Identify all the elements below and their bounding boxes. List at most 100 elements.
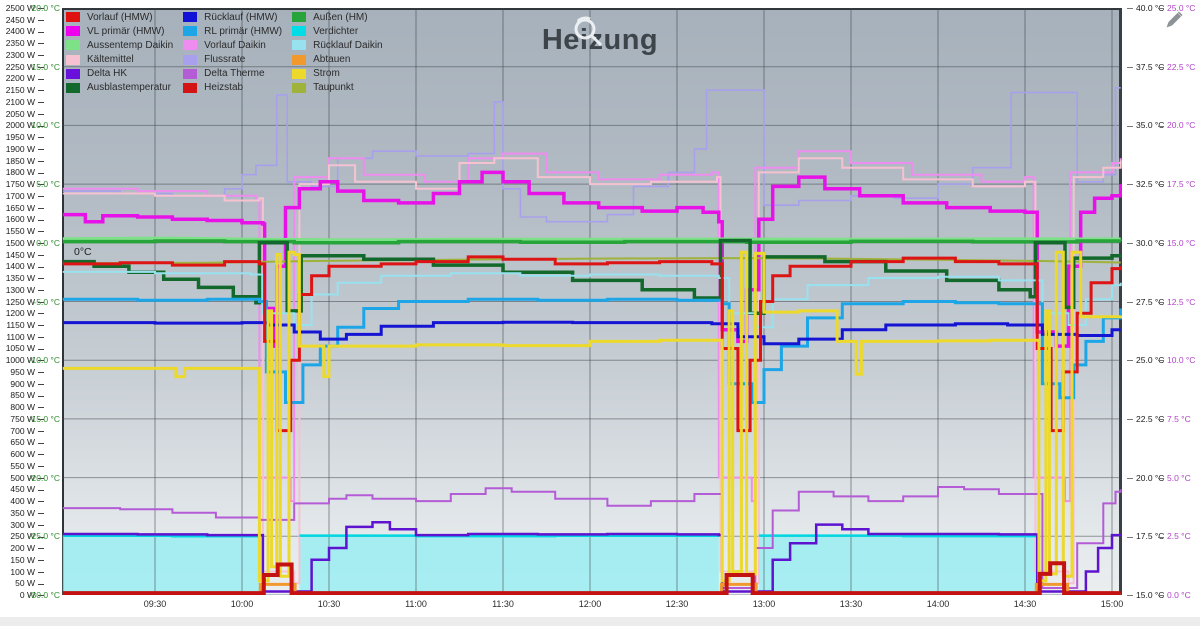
legend-column: Rücklauf (HMW) RL primär (HMW) Vorlauf Dai… (183, 12, 282, 93)
axis-left-watt-label: 1450 W (4, 250, 44, 260)
axis-left-temp-label: -15.0 °C (28, 413, 60, 424)
chart-canvas (62, 8, 1122, 595)
axis-left-temp-label: -25.0 °C (28, 531, 60, 542)
series-area-verdichter (758, 535, 1038, 595)
chart-series (62, 87, 1122, 595)
axis-left-temp-label: 0.0 °C (36, 237, 60, 248)
legend-item[interactable]: VL primär (HMW) (66, 26, 173, 37)
axis-left-watt-label: 0 W (4, 590, 44, 600)
legend-item[interactable]: Heizstab (183, 82, 282, 93)
axis-left-watt-label: 1900 W (4, 144, 44, 154)
axis-right-temp1-label: 37.5 °C (1127, 62, 1164, 72)
legend-label: Strom (313, 68, 340, 80)
axis-x-time-label: 15:00 (1100, 599, 1124, 609)
legend-label: Taupunkt (313, 82, 354, 94)
axis-left-watt-label: 2100 W (4, 97, 44, 107)
legend-label: RL primär (HMW) (204, 25, 283, 37)
legend-item[interactable]: Kältemittel (66, 54, 173, 65)
axis-right-temp1-label: 40.0 °C (1127, 3, 1164, 13)
legend-swatch (183, 82, 198, 93)
axis-left-watt-label: 1750 W (4, 179, 44, 189)
axis-left-watt-label: 2050 W (4, 109, 44, 119)
axis-left-temp-label: 20.0 °C (31, 3, 60, 13)
axis-left-temp-label: 15.0 °C (31, 61, 60, 72)
legend-swatch (292, 40, 307, 51)
axis-left-watt-label: 1500 W (4, 238, 44, 248)
series-line-rl_primaer (62, 297, 1122, 404)
series-line-abtauen (62, 582, 1121, 595)
axis-left-temp-label: -20.0 °C (28, 472, 60, 483)
legend-item[interactable]: Außen (HM) (292, 12, 382, 23)
chart-plot-area[interactable] (62, 8, 1122, 595)
axis-right-temp1-label: 32.5 °C (1127, 179, 1164, 189)
legend-swatch (183, 40, 198, 51)
legend-item[interactable]: Aussentemp Daikin (66, 40, 173, 51)
axis-right-temp2-label: 5.0 °C (1158, 473, 1191, 483)
legend-label: Flussrate (204, 54, 246, 66)
legend-item[interactable]: Rücklauf Daikin (292, 40, 383, 51)
axis-left-watt-label: 500 W (4, 473, 44, 483)
legend-item[interactable]: RL primär (HMW) (183, 26, 282, 37)
series-line-ausblastemperatur (62, 238, 1122, 315)
legend-label: Außen (HM) (313, 11, 368, 23)
legend-item[interactable]: Delta HK (66, 68, 173, 79)
zoom-reset-icon[interactable] (568, 12, 608, 52)
axis-left-temp-label: -5.0 °C (33, 296, 60, 307)
series-area-verdichter (299, 535, 719, 595)
legend-item[interactable]: Flussrate (183, 54, 282, 65)
axis-left-watt-label: 800 W (4, 402, 44, 412)
series-line-aussen_hm (62, 239, 1122, 245)
axis-left-watt-label: 400 W (4, 496, 44, 506)
axis-left-watt-label: 2450 W (4, 15, 44, 25)
legend-swatch (292, 68, 307, 79)
axis-left-watt-label: 1000 W (4, 355, 44, 365)
legend-item[interactable]: Vorlauf (HMW) (66, 12, 173, 23)
axis-right-temp1-label: 25.0 °C (1127, 355, 1164, 365)
axis-left-watt-label: 550 W (4, 461, 44, 471)
legend-item[interactable]: Rücklauf (HMW) (183, 12, 282, 23)
axis-right-temp2-label: 12.5 °C (1158, 297, 1195, 307)
legend-item[interactable]: Strom (292, 68, 382, 79)
axis-right-temp1-label: 27.5 °C (1127, 297, 1164, 307)
axis-left-watt-label: 200 W (4, 543, 44, 553)
legend-item[interactable]: Delta Therme (183, 68, 282, 79)
legend-item[interactable]: Verdichter (292, 26, 382, 37)
axis-right-temp1-label: 20.0 °C (1127, 473, 1164, 483)
axis-left-watt-label: 700 W (4, 426, 44, 436)
axis-x-time-label: 09:30 (143, 599, 167, 609)
axis-right-temp2-label: 10.0 °C (1158, 355, 1195, 365)
axis-right-temp2-label: 22.5 °C (1158, 62, 1195, 72)
axis-x-time-label: 12:00 (578, 599, 602, 609)
legend-item[interactable]: Abtauen (292, 54, 382, 65)
axis-left-watt-label: 1200 W (4, 308, 44, 318)
legend-swatch (66, 82, 80, 93)
series-line-strom (62, 250, 1122, 583)
legend-item[interactable]: Ausblastemperatur (66, 82, 173, 93)
axis-left-watt-label: 1150 W (4, 320, 44, 330)
legend-swatch (292, 12, 307, 23)
series-line-vorlauf_hmw (62, 255, 1122, 433)
series-line-vorlauf_daikin (62, 150, 1122, 503)
legend-label: Ausblastemperatur (87, 82, 171, 94)
legend-item[interactable]: Vorlauf Daikin (183, 40, 282, 51)
series-line-vl_primaer (62, 170, 1122, 348)
axis-x-time-label: 13:30 (839, 599, 863, 609)
axis-left-watt-label: 2150 W (4, 85, 44, 95)
series-line-flussrate (62, 87, 1121, 223)
series-line-delta_therme (62, 486, 1122, 589)
legend-swatch (183, 12, 198, 23)
legend-swatch (183, 54, 198, 65)
legend-label: VL primär (HMW) (87, 25, 165, 37)
axis-left-watt-label: 450 W (4, 484, 44, 494)
axis-left-watt-label: 2350 W (4, 38, 44, 48)
axis-right-temp1-label: 17.5 °C (1127, 531, 1164, 541)
legend-item[interactable]: Taupunkt (292, 82, 382, 93)
axis-left-watt-label: 2200 W (4, 73, 44, 83)
legend-label: Abtauen (313, 54, 351, 66)
legend-swatch (66, 26, 80, 37)
axis-left-temp-label: 10.0 °C (31, 120, 60, 131)
axis-left-temp-label: -10.0 °C (28, 355, 60, 366)
series-line-ruecklauf_hmw (62, 320, 1121, 346)
edit-pencil-icon[interactable] (1160, 8, 1186, 34)
